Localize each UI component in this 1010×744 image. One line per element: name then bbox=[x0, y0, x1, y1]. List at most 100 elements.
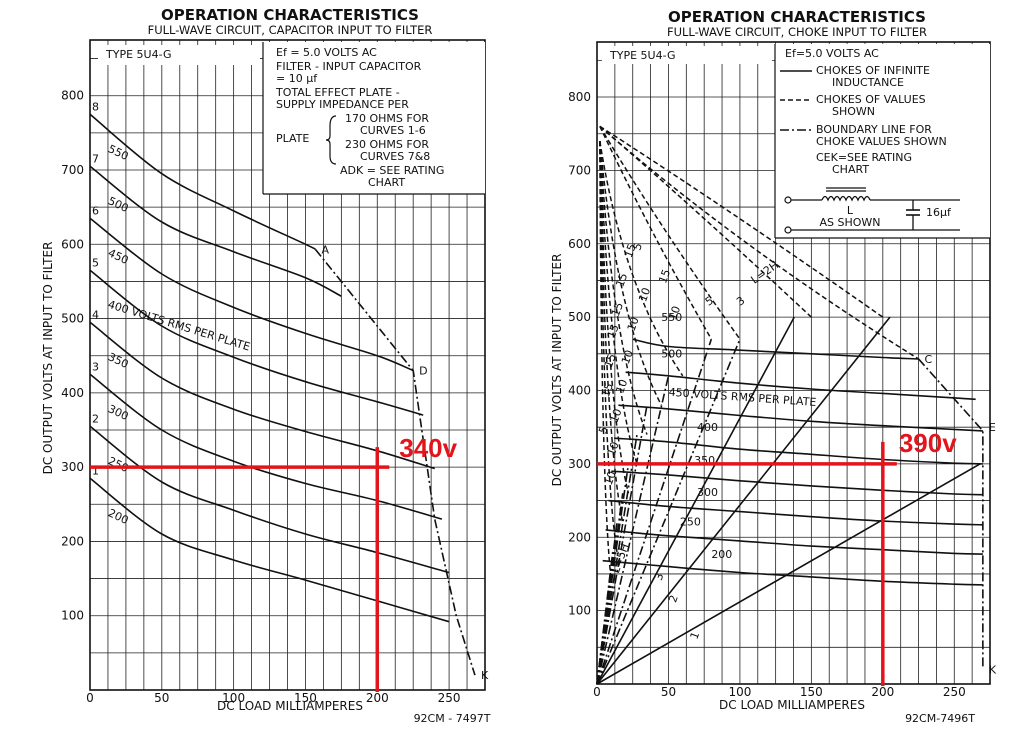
choke-value-label: 5 bbox=[596, 425, 611, 436]
boundary-point-label: K bbox=[989, 663, 997, 676]
choke-value-label: 10 bbox=[605, 440, 622, 458]
curve-450 bbox=[618, 404, 983, 432]
y-tick-label: 100 bbox=[61, 609, 84, 623]
curve-number-label: 5 bbox=[92, 256, 99, 269]
y-tick-label: 700 bbox=[61, 163, 84, 177]
curve-number-label: 7 bbox=[92, 152, 99, 165]
curve-voltage-label: 300 bbox=[697, 486, 718, 499]
x-tick-label: 0 bbox=[86, 691, 94, 705]
x-tick-label: 150 bbox=[294, 691, 317, 705]
x-tick-label: 150 bbox=[800, 685, 823, 699]
boundary-line-adk bbox=[314, 248, 476, 676]
curve-number-label: 3 bbox=[92, 360, 99, 373]
right-choke-curves bbox=[596, 125, 981, 685]
choke-value-label: 3 bbox=[652, 571, 667, 582]
choke-value-label: 15 bbox=[613, 271, 630, 289]
annotation-label: 390v bbox=[899, 428, 957, 458]
boundary-point-label: K bbox=[481, 669, 489, 682]
left-note-230: 230 OHMS FOR bbox=[345, 138, 429, 151]
y-tick-label: 200 bbox=[568, 530, 591, 544]
y-tick-label: 500 bbox=[61, 312, 84, 326]
choke-value-curve bbox=[599, 125, 884, 318]
right-chart-panel: OPERATION CHARACTERISTICS FULL-WAVE CIRC… bbox=[550, 8, 997, 725]
choke-value-label: 15 bbox=[605, 323, 622, 341]
choke-load-line bbox=[596, 610, 608, 685]
choke-value-label: 10 bbox=[625, 315, 642, 333]
choke-value-curve bbox=[599, 140, 662, 406]
right-x-axis-label: DC LOAD MILLIAMPERES bbox=[719, 698, 865, 712]
boundary-point-label: C bbox=[925, 353, 933, 366]
choke-load-line bbox=[596, 375, 670, 685]
curve-8 bbox=[89, 113, 316, 251]
right-type-box-bg bbox=[602, 46, 772, 64]
right-plot-frame bbox=[596, 41, 991, 685]
left-chart-title: OPERATION CHARACTERISTICS bbox=[161, 6, 419, 24]
choke-value-label: 3 bbox=[734, 294, 747, 309]
choke-value-label: L=5H bbox=[609, 542, 632, 575]
curve-number-label: 8 bbox=[92, 100, 99, 113]
curve-2 bbox=[89, 425, 450, 574]
y-tick-label: 800 bbox=[61, 89, 84, 103]
choke-load-line bbox=[596, 316, 891, 685]
left-chart-panel: OPERATION CHARACTERISTICS FULL-WAVE CIRC… bbox=[41, 6, 491, 725]
y-tick-label: 600 bbox=[568, 237, 591, 251]
left-note-adk: ADK = SEE RATING bbox=[340, 164, 444, 177]
choke-value-label: 10 bbox=[602, 469, 619, 487]
choke-value-curve bbox=[599, 141, 638, 465]
circuit-inductor-label: L bbox=[847, 204, 854, 217]
curve-250 bbox=[605, 529, 983, 555]
boundary-point-label: E bbox=[989, 421, 996, 434]
right-figure-code: 92CM-7496T bbox=[905, 712, 975, 725]
left-plot-frame bbox=[89, 39, 486, 691]
left-type-box-bg bbox=[98, 45, 260, 65]
boundary-point-label: A bbox=[322, 243, 330, 256]
right-legend-bnd2: CHOKE VALUES SHOWN bbox=[816, 135, 947, 148]
curve-3 bbox=[89, 373, 443, 520]
choke-value-curve bbox=[599, 125, 741, 340]
choke-value-label: 15 bbox=[599, 381, 616, 399]
left-note-plate: PLATE bbox=[276, 132, 309, 145]
left-note-170: 170 OHMS FOR bbox=[345, 112, 429, 125]
curve-voltage-label: 350 bbox=[106, 350, 131, 371]
right-legend-bnd1: BOUNDARY LINE FOR bbox=[816, 123, 932, 136]
curve-350 bbox=[611, 470, 983, 496]
choke-value-label: 15 bbox=[622, 242, 639, 260]
right-legend-cek1: CEK=SEE RATING bbox=[816, 151, 912, 164]
curve-voltage-label: 500 bbox=[661, 347, 682, 360]
curve-number-label: 6 bbox=[92, 204, 99, 217]
left-y-axis-label: DC OUTPUT VOLTS AT INPUT TO FILTER bbox=[41, 242, 55, 475]
choke-value-label: 10 bbox=[619, 348, 636, 366]
choke-value-label: 10 bbox=[636, 286, 653, 304]
y-tick-label: 600 bbox=[61, 237, 84, 251]
choke-load-line bbox=[596, 338, 713, 685]
curve-400 bbox=[614, 437, 983, 465]
y-tick-label: 400 bbox=[61, 386, 84, 400]
x-tick-label: 100 bbox=[222, 691, 245, 705]
left-note-imp1: TOTAL EFFECT PLATE - bbox=[275, 86, 400, 99]
right-annotation: 390v bbox=[597, 428, 957, 686]
curve-1 bbox=[89, 477, 450, 623]
y-tick-label: 100 bbox=[568, 604, 591, 618]
x-tick-label: 50 bbox=[661, 685, 676, 699]
right-legend-ef: Ef=5.0 VOLTS AC bbox=[785, 47, 879, 60]
left-note-imp2: SUPPLY IMPEDANCE PER bbox=[276, 98, 409, 111]
x-tick-label: 200 bbox=[871, 685, 894, 699]
right-type-label: TYPE 5U4-G bbox=[609, 49, 675, 62]
right-legend-cek2: CHART bbox=[832, 163, 869, 176]
x-tick-label: 200 bbox=[366, 691, 389, 705]
inductor-coil bbox=[821, 195, 871, 202]
curve-voltage-label: 250 bbox=[680, 516, 701, 529]
choke-value-label: 2 bbox=[666, 593, 681, 604]
left-x-axis-label: DC LOAD MILLIAMPERES bbox=[217, 699, 363, 713]
y-tick-label: 400 bbox=[568, 384, 591, 398]
circuit-inductor-note: AS SHOWN bbox=[819, 216, 880, 229]
choke-load-line bbox=[596, 463, 981, 685]
left-note-ef: Ef = 5.0 VOLTS AC bbox=[276, 46, 377, 59]
curve-voltage-label: 300 bbox=[106, 402, 131, 423]
choke-load-line bbox=[596, 493, 624, 685]
circuit-capacitor-label: 16µf bbox=[926, 206, 952, 219]
boundary-point-label: D bbox=[419, 365, 427, 378]
choke-value-curve bbox=[599, 126, 712, 340]
